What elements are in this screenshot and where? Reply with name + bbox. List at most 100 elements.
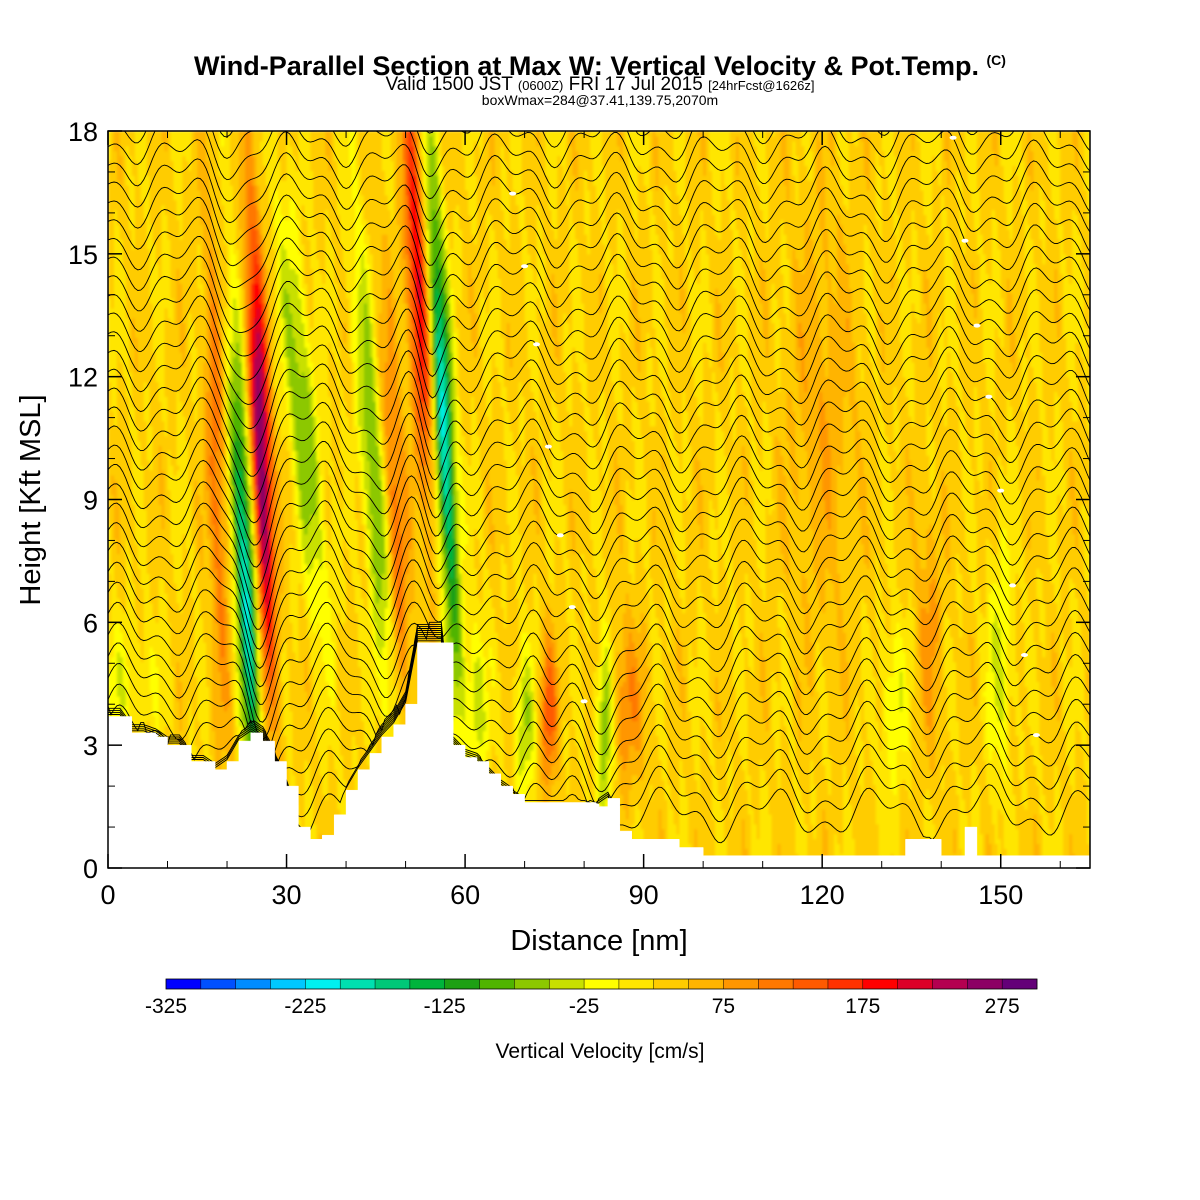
- velocity-cell: [548, 607, 552, 633]
- velocity-cell: [905, 686, 910, 751]
- velocity-cell: [911, 425, 916, 491]
- x-tick-label: 0: [100, 880, 115, 910]
- velocity-cell: [926, 401, 930, 456]
- velocity-cell: [1018, 357, 1023, 491]
- velocity-cell: [899, 131, 904, 240]
- velocity-cell: [616, 209, 621, 422]
- velocity-cell: [253, 253, 258, 284]
- colorbar-swatch: [235, 979, 271, 989]
- velocity-cell: [1057, 396, 1061, 496]
- velocity-cell: [515, 705, 520, 795]
- velocity-cell: [509, 131, 514, 171]
- velocity-cell: [161, 140, 166, 206]
- velocity-cell: [637, 779, 642, 810]
- velocity-cell: [563, 720, 567, 766]
- velocity-cell: [649, 799, 654, 868]
- velocity-cell: [405, 474, 410, 574]
- colorbar-swatch: [584, 979, 620, 989]
- velocity-cell: [920, 607, 924, 668]
- velocity-cell: [259, 612, 264, 633]
- velocity-cell: [113, 622, 118, 722]
- velocity-cell: [247, 415, 252, 437]
- velocity-cell: [679, 470, 683, 599]
- velocity-cell: [863, 720, 868, 868]
- velocity-cell: [1015, 735, 1020, 830]
- velocity-cell: [935, 602, 939, 643]
- velocity-cell: [465, 455, 469, 525]
- velocity-cell: [441, 435, 445, 466]
- velocity-cell: [134, 337, 139, 373]
- velocity-cell: [560, 131, 564, 166]
- velocity-cell: [712, 131, 716, 216]
- velocity-cell: [813, 838, 817, 868]
- velocity-cell: [777, 696, 782, 790]
- theta-contour: [108, 265, 1090, 357]
- velocity-cell: [637, 750, 642, 781]
- velocity-cell: [1054, 219, 1058, 270]
- velocity-cell: [810, 528, 814, 643]
- velocity-cell: [991, 425, 996, 555]
- velocity-cell: [843, 764, 847, 868]
- velocity-cell: [179, 352, 183, 402]
- velocity-cell: [438, 209, 442, 240]
- velocity-cell: [956, 406, 960, 555]
- velocity-cell: [250, 587, 255, 609]
- velocity-cell: [634, 239, 639, 289]
- velocity-cell: [762, 656, 767, 722]
- velocity-cell: [128, 155, 133, 230]
- velocity-cell: [1036, 131, 1041, 294]
- velocity-cell: [292, 474, 297, 530]
- velocity-cell: [384, 494, 389, 520]
- velocity-cell: [343, 401, 347, 540]
- velocity-cell: [947, 185, 951, 230]
- velocity-cell: [679, 705, 683, 761]
- velocity-cell: [119, 185, 124, 240]
- velocity-cell: [991, 209, 996, 427]
- velocity-cell: [628, 131, 633, 196]
- velocity-cell: [140, 661, 145, 795]
- velocity-cell: [956, 794, 960, 868]
- velocity-cell: [232, 219, 237, 255]
- velocity-cell: [840, 131, 844, 186]
- velocity-cell: [307, 637, 311, 682]
- velocity-cell: [301, 288, 305, 324]
- velocity-cell: [262, 656, 267, 682]
- velocity-cell: [973, 514, 978, 614]
- velocity-cell: [286, 450, 291, 663]
- velocity-cell: [652, 543, 657, 604]
- velocity-cell: [197, 494, 201, 555]
- velocity-cell: [417, 180, 422, 196]
- velocity-cell: [857, 342, 862, 368]
- velocity-cell: [441, 465, 445, 481]
- velocity-cell: [798, 681, 802, 741]
- velocity-cell: [706, 253, 710, 353]
- velocity-cell: [1033, 263, 1038, 383]
- velocity-cell: [474, 312, 478, 358]
- velocity-cell: [441, 391, 445, 437]
- velocity-cell: [474, 131, 478, 142]
- velocity-cell: [619, 322, 624, 388]
- velocity-cell: [259, 632, 264, 653]
- velocity-cell: [935, 558, 939, 604]
- velocity-cell: [596, 661, 600, 697]
- velocity-cell: [771, 283, 776, 324]
- velocity-cell: [113, 538, 118, 584]
- velocity-cell: [509, 553, 514, 800]
- velocity-cell: [1009, 239, 1014, 294]
- velocity-cell: [122, 646, 127, 687]
- velocity-cell: [634, 627, 639, 658]
- velocity-cell: [116, 622, 121, 653]
- velocity-cell: [277, 131, 282, 162]
- velocity-cell: [744, 789, 749, 849]
- velocity-cell: [221, 700, 225, 751]
- velocity-cell: [149, 646, 154, 692]
- velocity-cell: [607, 131, 612, 250]
- velocity-cell: [164, 214, 169, 309]
- velocity-cell: [962, 253, 966, 412]
- velocity-cell: [938, 587, 942, 692]
- velocity-cell: [1072, 583, 1076, 795]
- velocity-cell: [113, 150, 118, 211]
- velocity-cell: [652, 396, 657, 427]
- velocity-cell: [1006, 548, 1011, 643]
- velocity-cell: [289, 386, 294, 417]
